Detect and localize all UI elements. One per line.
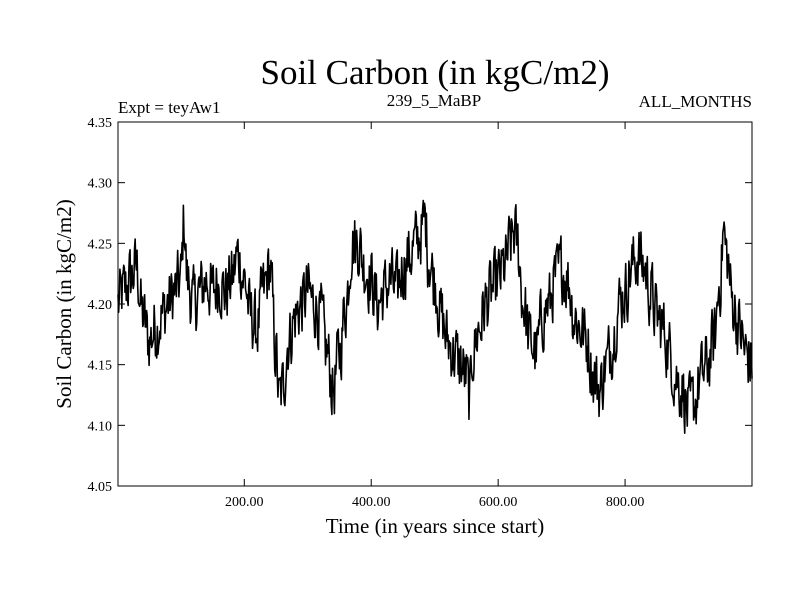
y-tick-label: 4.25 (88, 237, 113, 252)
months-label: ALL_MONTHS (639, 92, 752, 111)
x-tick-label: 400.00 (352, 495, 391, 510)
x-tick-label: 800.00 (606, 495, 645, 510)
x-tick-label: 200.00 (225, 495, 264, 510)
period-label: 239_5_MaBP (387, 91, 481, 110)
experiment-label: Expt = teyAw1 (118, 98, 220, 117)
x-axis-label: Time (in years since start) (326, 514, 545, 538)
y-axis-label: Soil Carbon (in kgC/m2) (52, 199, 76, 408)
y-axis: 4.05 4.10 4.15 4.20 4.25 4.30 4.35 (88, 116, 752, 495)
y-tick-label: 4.15 (88, 359, 113, 374)
y-tick-label: 4.10 (88, 419, 113, 434)
y-tick-label: 4.05 (88, 480, 113, 495)
chart-title: Soil Carbon (in kgC/m2) (260, 53, 609, 92)
y-tick-label: 4.30 (88, 177, 113, 192)
y-tick-label: 4.35 (88, 116, 113, 131)
x-axis: 200.00 400.00 600.00 800.00 (225, 122, 644, 510)
y-tick-label: 4.20 (88, 298, 113, 313)
x-tick-label: 600.00 (479, 495, 518, 510)
series-group (117, 199, 753, 434)
soil-carbon-series-line (117, 199, 753, 434)
